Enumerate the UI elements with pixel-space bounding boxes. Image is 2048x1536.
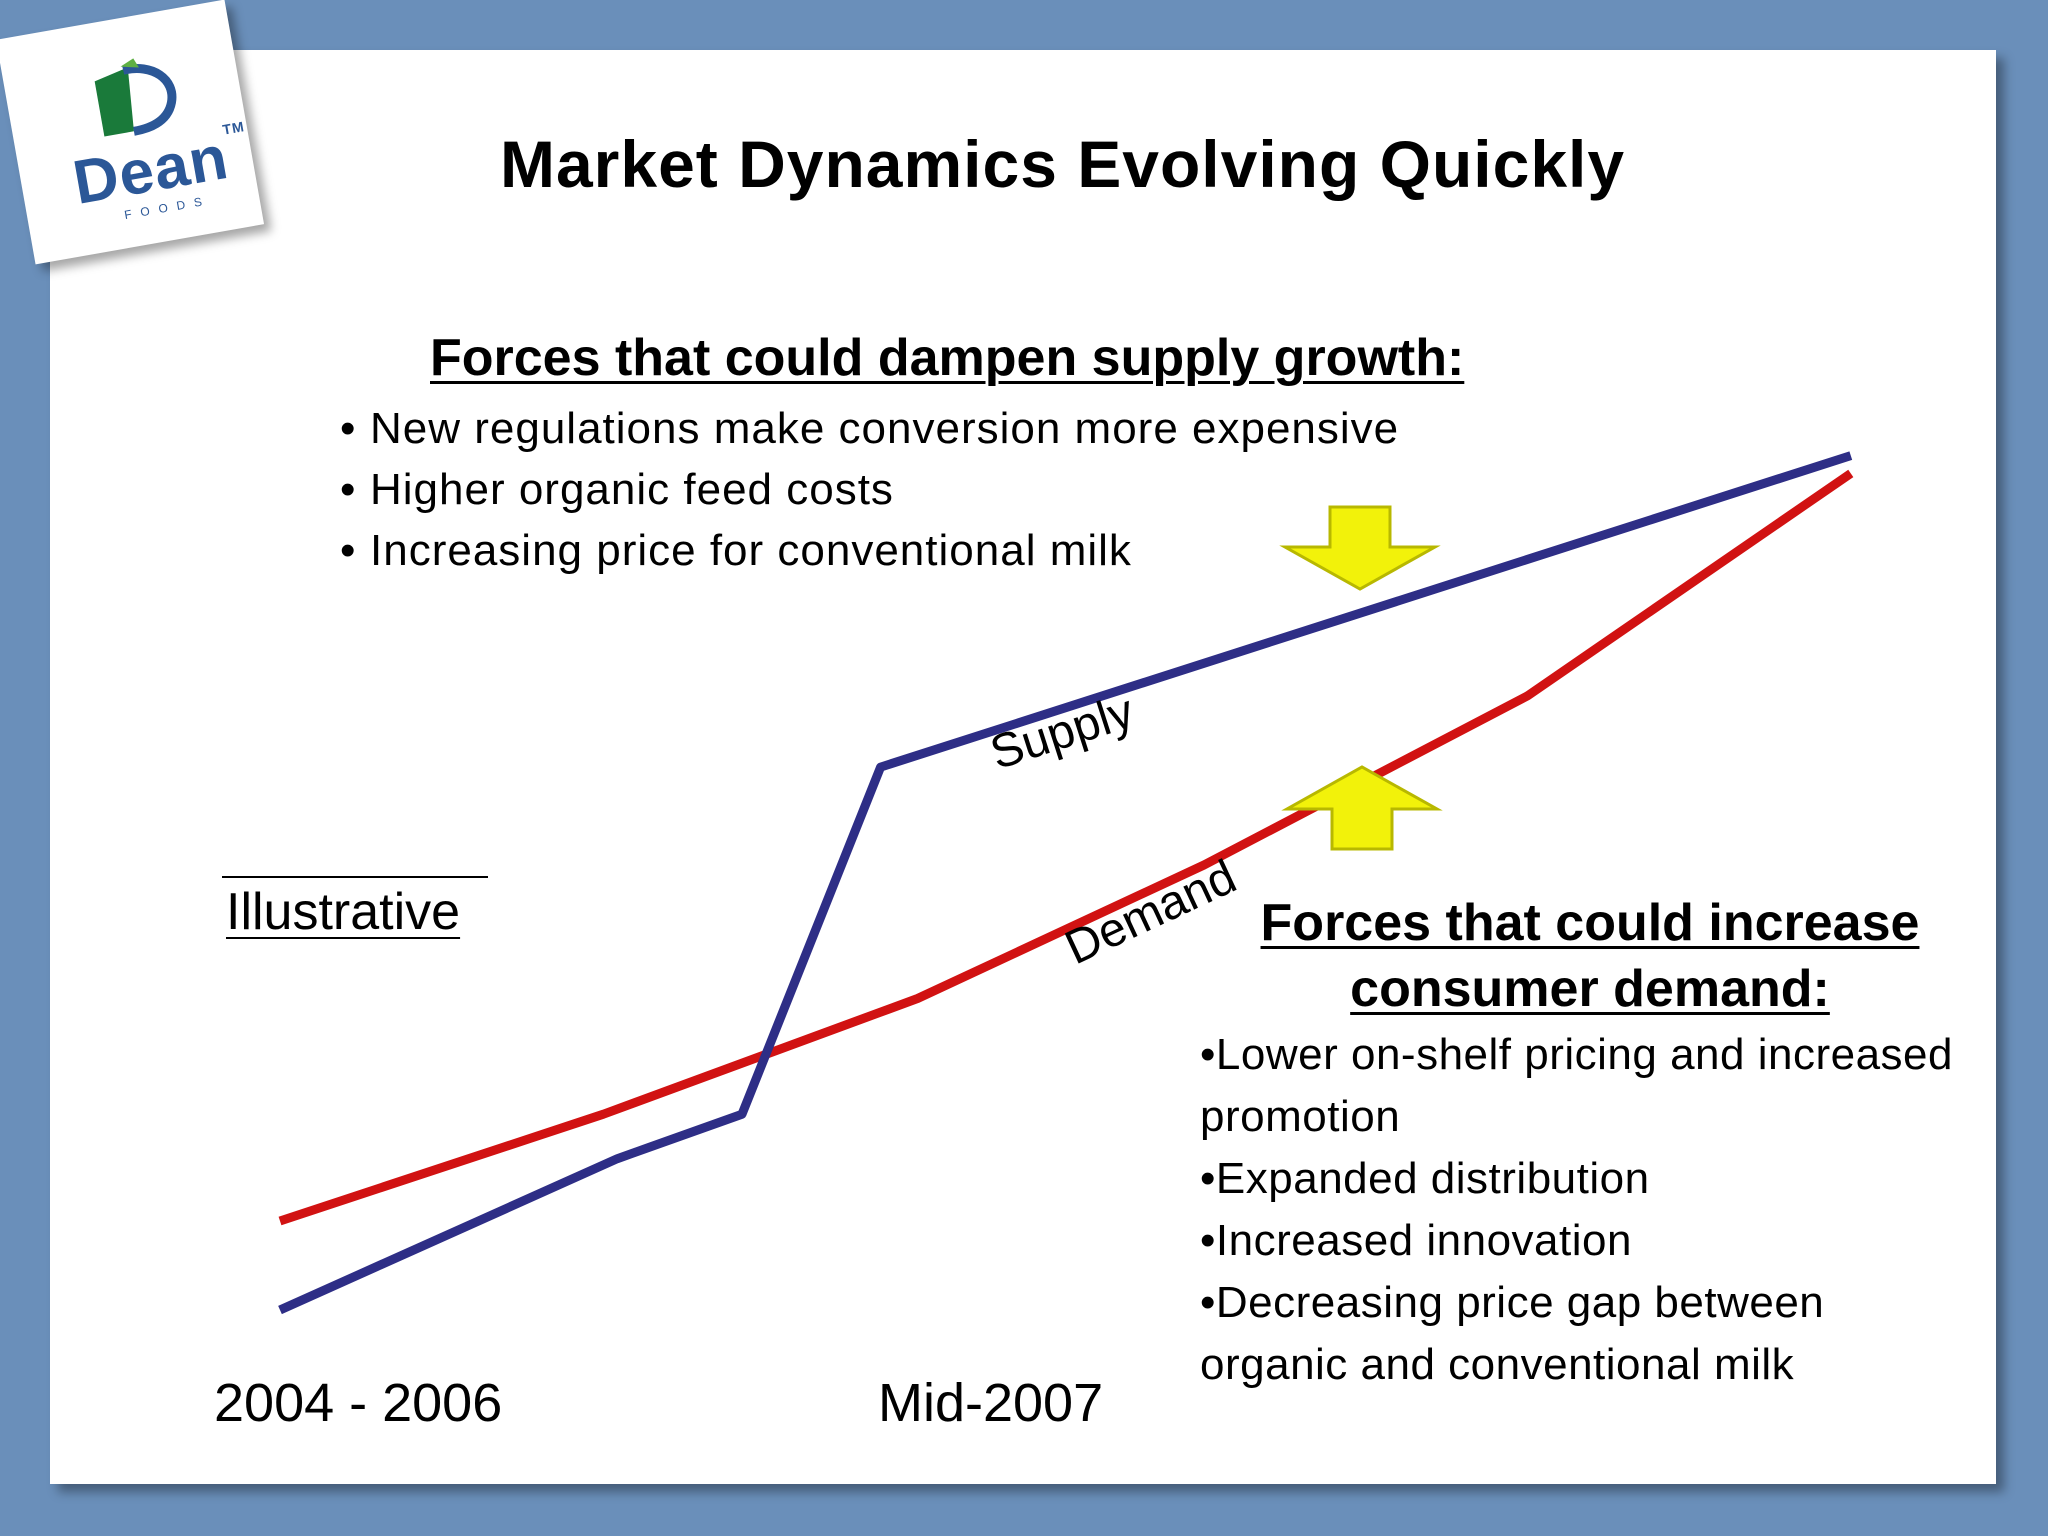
supply-forces-heading: Forces that could dampen supply growth: [430, 329, 1465, 387]
list-item: New regulations make conversion more exp… [340, 398, 1399, 459]
illustrative-label: Illustrative [226, 883, 461, 941]
arrow-up-icon [1281, 765, 1443, 851]
x-tick-label: Mid-2007 [878, 1373, 1104, 1433]
demand-forces-list: Lower on-shelf pricing and increased pro… [1200, 1024, 1980, 1396]
list-item: Lower on-shelf pricing and increased pro… [1200, 1024, 1980, 1148]
dean-logo-mark-icon [94, 58, 177, 137]
series-label-supply: Supply [984, 685, 1140, 780]
x-tick-label: 2004 - 2006 [214, 1373, 503, 1433]
series-line-demand [278, 469, 1854, 1226]
list-item: Higher organic feed costs [340, 459, 1399, 520]
list-item: Expanded distribution [1200, 1148, 1980, 1210]
illustrative-overline [222, 876, 488, 878]
series-line-supply [278, 451, 1853, 1315]
list-item: Decreasing price gap between organic and… [1200, 1272, 1980, 1396]
dean-foods-logo: DeanTM FOODS [0, 0, 265, 265]
list-item: Increasing price for conventional milk [340, 520, 1399, 581]
list-item: Increased innovation [1200, 1210, 1980, 1272]
slide-title: Market Dynamics Evolving Quickly [500, 127, 1626, 201]
demand-forces-heading: Forces that could increase consumer dema… [1260, 894, 1920, 1018]
supply-forces-list: New regulations make conversion more exp… [340, 398, 1399, 581]
